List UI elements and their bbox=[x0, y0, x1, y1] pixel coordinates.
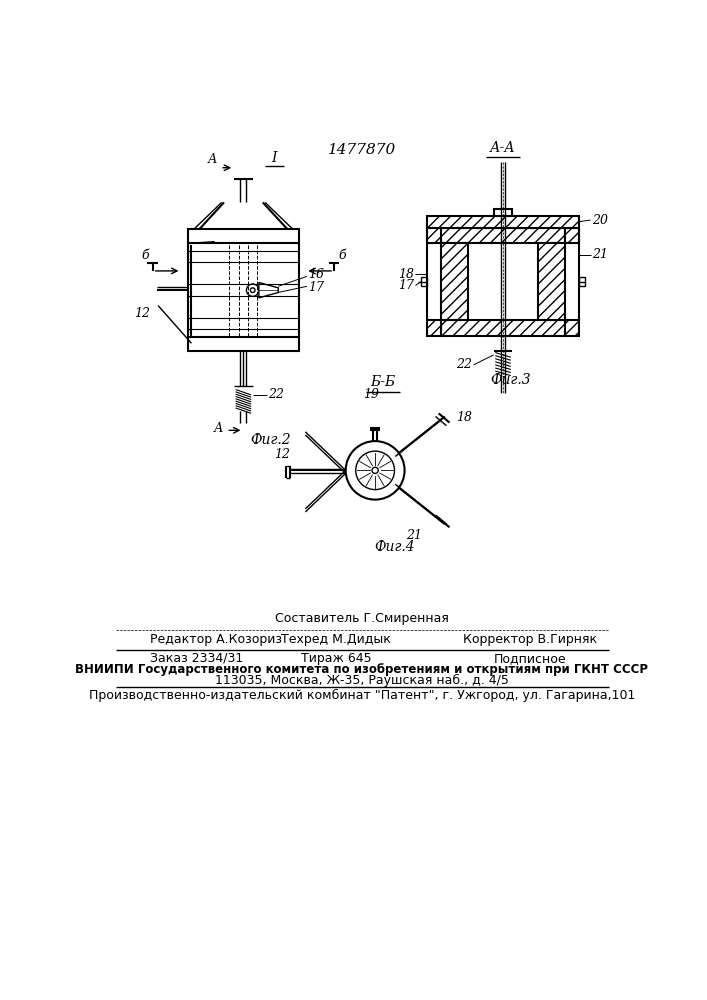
Text: 12: 12 bbox=[134, 307, 151, 320]
Bar bbox=[493, 209, 513, 216]
Circle shape bbox=[372, 467, 378, 473]
Text: А: А bbox=[208, 153, 217, 166]
Text: ВНИИПИ Государственного комитета по изобретениям и открытиям при ГКНТ СССР: ВНИИПИ Государственного комитета по изоб… bbox=[76, 663, 648, 676]
Text: Производственно-издательский комбинат "Патент", г. Ужгород, ул. Гагарина,101: Производственно-издательский комбинат "П… bbox=[89, 689, 635, 702]
Text: 113035, Москва, Ж-35, Раушская наб., д. 4/5: 113035, Москва, Ж-35, Раушская наб., д. … bbox=[215, 674, 509, 687]
Text: 19: 19 bbox=[363, 388, 379, 401]
Text: Составитель Г.Смиренная: Составитель Г.Смиренная bbox=[275, 612, 449, 625]
Text: Тираж 645: Тираж 645 bbox=[301, 652, 372, 665]
Text: 18: 18 bbox=[457, 411, 472, 424]
Bar bbox=[441, 243, 468, 320]
Text: I: I bbox=[271, 151, 277, 165]
Text: Техред М.Дидык: Техред М.Дидык bbox=[281, 633, 391, 646]
Text: 16: 16 bbox=[308, 268, 325, 281]
Text: Подписное: Подписное bbox=[493, 652, 566, 665]
Text: 22: 22 bbox=[456, 358, 472, 371]
Text: 20: 20 bbox=[592, 214, 608, 227]
Circle shape bbox=[346, 441, 404, 500]
Text: Корректор В.Гирняк: Корректор В.Гирняк bbox=[463, 633, 597, 646]
Text: б: б bbox=[141, 249, 148, 262]
Text: А: А bbox=[214, 422, 223, 435]
Text: 17: 17 bbox=[308, 281, 325, 294]
Text: Б-Б: Б-Б bbox=[370, 375, 395, 389]
Text: Фиг.2: Фиг.2 bbox=[250, 433, 291, 447]
Text: 21: 21 bbox=[592, 248, 608, 261]
Polygon shape bbox=[259, 282, 279, 298]
Bar bbox=[579, 277, 585, 286]
Circle shape bbox=[250, 288, 255, 292]
Text: 12: 12 bbox=[274, 448, 290, 461]
Bar bbox=[538, 243, 565, 320]
Circle shape bbox=[247, 284, 259, 296]
Bar bbox=[187, 337, 299, 351]
Text: Фиг.4: Фиг.4 bbox=[374, 540, 415, 554]
Bar bbox=[427, 216, 579, 228]
Text: Заказ 2334/31: Заказ 2334/31 bbox=[151, 652, 244, 665]
Text: 21: 21 bbox=[406, 529, 422, 542]
Text: б: б bbox=[338, 249, 346, 262]
Text: Фиг.3: Фиг.3 bbox=[491, 373, 531, 387]
Text: 1477870: 1477870 bbox=[328, 143, 396, 157]
Text: 22: 22 bbox=[268, 388, 284, 401]
Bar bbox=[427, 320, 441, 336]
Bar bbox=[565, 228, 579, 243]
Text: 17: 17 bbox=[398, 279, 414, 292]
Bar bbox=[441, 320, 565, 336]
Bar bbox=[427, 228, 441, 243]
Text: Редактор А.Козориз: Редактор А.Козориз bbox=[151, 633, 282, 646]
Bar bbox=[565, 320, 579, 336]
Bar bbox=[421, 277, 427, 286]
Bar bbox=[187, 229, 299, 243]
Text: 18: 18 bbox=[398, 267, 414, 280]
Circle shape bbox=[356, 451, 395, 490]
Bar bbox=[441, 228, 565, 243]
Text: А-А: А-А bbox=[490, 141, 516, 155]
